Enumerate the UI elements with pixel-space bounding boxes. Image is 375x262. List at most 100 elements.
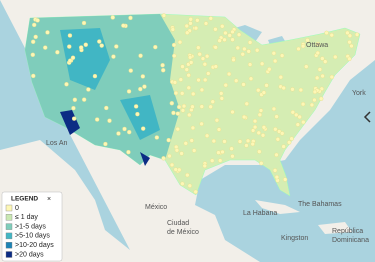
dot — [81, 97, 87, 102]
dot — [94, 117, 100, 122]
dot — [196, 77, 201, 83]
dot — [245, 138, 251, 144]
dot — [103, 141, 108, 147]
dot — [301, 119, 306, 125]
dot — [220, 149, 225, 155]
dot — [333, 54, 338, 60]
dot — [229, 146, 234, 151]
legend-swatch — [5, 214, 13, 221]
legend-label: 0 — [15, 205, 19, 212]
dot — [180, 64, 185, 69]
dot — [179, 91, 185, 96]
dot — [304, 64, 309, 69]
dot — [180, 108, 186, 113]
dot — [216, 150, 221, 155]
dot — [126, 149, 131, 155]
dot — [271, 51, 277, 56]
dot — [320, 73, 325, 79]
place-label: The Bahamas — [298, 201, 342, 208]
dot — [347, 39, 352, 45]
dot — [289, 136, 294, 141]
dot — [240, 52, 245, 57]
legend-swatch — [5, 204, 13, 212]
dot — [45, 30, 50, 35]
dot — [179, 151, 184, 156]
dot — [202, 163, 207, 169]
dot — [274, 174, 280, 180]
dot — [320, 56, 325, 61]
dot — [347, 56, 352, 62]
dot — [185, 172, 190, 178]
dot — [230, 109, 235, 115]
legend-box — [1, 191, 63, 262]
dot — [107, 118, 112, 123]
dot — [188, 17, 193, 22]
legend-swatch — [5, 223, 13, 230]
dot — [184, 23, 189, 29]
dot — [191, 148, 197, 153]
dot — [199, 104, 204, 109]
dot — [300, 101, 306, 107]
dot — [312, 97, 317, 103]
dot — [193, 189, 198, 195]
dot — [315, 50, 320, 56]
dot — [181, 103, 187, 109]
dot — [250, 128, 256, 133]
dot — [254, 48, 260, 53]
dot — [208, 104, 213, 109]
hispaniola — [318, 222, 352, 234]
dot — [161, 68, 166, 73]
nav-arrow[interactable] — [363, 111, 371, 123]
dot — [170, 27, 176, 32]
dot — [175, 126, 180, 132]
dot — [272, 168, 278, 173]
dot — [234, 78, 239, 83]
place-label: Dominicana — [332, 237, 369, 244]
dot — [31, 73, 36, 79]
dot — [140, 74, 146, 79]
dot — [259, 61, 265, 66]
dot — [71, 116, 77, 121]
dot — [135, 111, 140, 117]
dot — [217, 38, 222, 43]
dot — [193, 25, 199, 31]
dot — [43, 45, 48, 50]
place-label: La Habana — [243, 210, 277, 217]
dot — [133, 104, 139, 109]
dot — [199, 87, 205, 93]
dot — [230, 37, 235, 42]
dot — [257, 149, 262, 154]
dot — [114, 44, 119, 49]
dot — [126, 89, 132, 94]
dot — [323, 59, 328, 64]
dot — [189, 138, 194, 143]
legend-close[interactable]: × — [47, 196, 51, 203]
dot — [264, 83, 269, 88]
dot — [315, 41, 321, 47]
dot — [180, 181, 185, 186]
dot — [279, 53, 285, 58]
dot — [222, 37, 227, 43]
dot — [244, 101, 249, 106]
dot — [347, 33, 353, 38]
dot — [252, 124, 258, 130]
dot — [309, 102, 315, 108]
dot — [99, 43, 104, 48]
dot — [140, 126, 146, 131]
dot — [184, 67, 189, 72]
dot — [290, 87, 295, 92]
dot — [196, 45, 201, 50]
dot — [110, 15, 115, 20]
dot — [246, 49, 251, 54]
dot — [297, 114, 302, 120]
dot — [227, 33, 232, 38]
dot — [203, 77, 208, 83]
cuba — [255, 200, 300, 214]
dot — [142, 84, 147, 89]
dot — [30, 39, 36, 45]
dot — [169, 162, 175, 168]
dot — [281, 85, 286, 91]
dot — [252, 118, 258, 124]
dot — [317, 67, 323, 72]
